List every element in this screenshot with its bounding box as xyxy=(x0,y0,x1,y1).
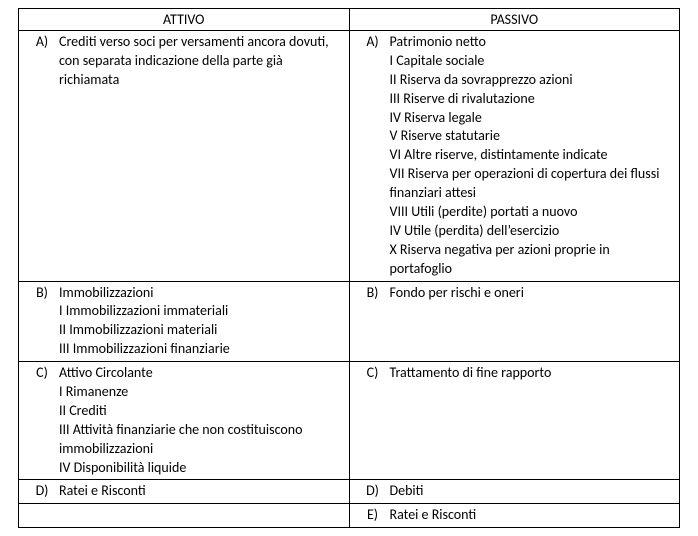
attivo-cell xyxy=(19,504,350,528)
content-line: II Immobilizzazioni materiali xyxy=(59,321,339,340)
content-line: IV Utile (perdita) dell’esercizio xyxy=(390,222,670,241)
passivo-cell: B)Fondo per rischi e oneri xyxy=(349,281,680,362)
content-line: III Immobilizzazioni finanziarie xyxy=(59,340,339,359)
table-row: D)Ratei e RiscontiD)Debiti xyxy=(19,480,680,504)
attivo-entry: B)ImmobilizzazioniI Immobilizzazioni imm… xyxy=(25,284,343,360)
content-line: Fondo per rischi e oneri xyxy=(390,284,670,303)
section-content: Crediti verso soci per versamenti ancora… xyxy=(59,33,343,90)
passivo-cell: A)Patrimonio nettoI Capitale socialeII R… xyxy=(349,31,680,282)
table-header-row: ATTIVO PASSIVO xyxy=(19,9,680,31)
content-line: X Riserva negativa per azioni proprie in… xyxy=(390,241,670,279)
passivo-cell: E)Ratei e Risconti xyxy=(349,504,680,528)
section-content: ImmobilizzazioniI Immobilizzazioni immat… xyxy=(59,284,343,360)
col-header-attivo: ATTIVO xyxy=(19,9,350,31)
content-line: Crediti verso soci per versamenti ancora… xyxy=(59,33,339,90)
content-line: VIII Utili (perdite) portati a nuovo xyxy=(390,203,670,222)
content-line: III Attività finanziarie che non costitu… xyxy=(59,421,339,459)
section-content: Ratei e Risconti xyxy=(390,506,674,525)
passivo-entry: E)Ratei e Risconti xyxy=(356,506,674,525)
passivo-entry: D)Debiti xyxy=(356,482,674,501)
attivo-cell: A)Crediti verso soci per versamenti anco… xyxy=(19,31,350,282)
content-line: VII Riserva per operazioni di copertura … xyxy=(390,165,670,203)
passivo-entry: B)Fondo per rischi e oneri xyxy=(356,284,674,303)
content-line: Ratei e Risconti xyxy=(390,506,670,525)
content-line: Immobilizzazioni xyxy=(59,284,339,303)
balance-sheet-schema: ATTIVO PASSIVO A)Crediti verso soci per … xyxy=(0,0,698,536)
attivo-entry: D)Ratei e Risconti xyxy=(25,482,343,501)
table-body: A)Crediti verso soci per versamenti anco… xyxy=(19,31,680,528)
section-marker: B) xyxy=(25,284,59,301)
content-line: I Immobilizzazioni immateriali xyxy=(59,302,339,321)
content-line: Ratei e Risconti xyxy=(59,482,339,501)
table-row: C)Attivo CircolanteI RimanenzeII Crediti… xyxy=(19,362,680,480)
section-marker: A) xyxy=(25,33,59,50)
content-line: I Capitale sociale xyxy=(390,52,670,71)
section-content: Patrimonio nettoI Capitale socialeII Ris… xyxy=(390,33,674,279)
attivo-entry: A)Crediti verso soci per versamenti anco… xyxy=(25,33,343,90)
section-marker: A) xyxy=(356,33,390,50)
section-marker: C) xyxy=(356,364,390,381)
content-line: VI Altre riserve, distintamente indicate xyxy=(390,146,670,165)
section-marker: D) xyxy=(356,482,390,499)
attivo-cell: D)Ratei e Risconti xyxy=(19,480,350,504)
content-line: IV Riserva legale xyxy=(390,109,670,128)
content-line: V Riserve statutarie xyxy=(390,127,670,146)
attivo-cell: B)ImmobilizzazioniI Immobilizzazioni imm… xyxy=(19,281,350,362)
content-line: II Crediti xyxy=(59,402,339,421)
balance-table: ATTIVO PASSIVO A)Crediti verso soci per … xyxy=(18,8,680,528)
passivo-entry: A)Patrimonio nettoI Capitale socialeII R… xyxy=(356,33,674,279)
content-line: Patrimonio netto xyxy=(390,33,670,52)
attivo-entry: C)Attivo CircolanteI RimanenzeII Crediti… xyxy=(25,364,343,477)
passivo-entry: C)Trattamento di fine rapporto xyxy=(356,364,674,383)
attivo-cell: C)Attivo CircolanteI RimanenzeII Crediti… xyxy=(19,362,350,480)
passivo-cell: C)Trattamento di fine rapporto xyxy=(349,362,680,480)
table-row: A)Crediti verso soci per versamenti anco… xyxy=(19,31,680,282)
table-row: B)ImmobilizzazioniI Immobilizzazioni imm… xyxy=(19,281,680,362)
content-line: Attivo Circolante xyxy=(59,364,339,383)
section-marker: C) xyxy=(25,364,59,381)
section-content: Debiti xyxy=(390,482,674,501)
content-line: III Riserve di rivalutazione xyxy=(390,90,670,109)
content-line: Debiti xyxy=(390,482,670,501)
section-marker: D) xyxy=(25,482,59,499)
table-row: E)Ratei e Risconti xyxy=(19,504,680,528)
section-content: Fondo per rischi e oneri xyxy=(390,284,674,303)
content-line: IV Disponibilità liquide xyxy=(59,459,339,478)
content-line: I Rimanenze xyxy=(59,383,339,402)
section-content: Attivo CircolanteI RimanenzeII CreditiII… xyxy=(59,364,343,477)
section-marker: E) xyxy=(356,506,390,523)
col-header-passivo: PASSIVO xyxy=(349,9,680,31)
passivo-cell: D)Debiti xyxy=(349,480,680,504)
section-content: Ratei e Risconti xyxy=(59,482,343,501)
content-line: Trattamento di fine rapporto xyxy=(390,364,670,383)
section-marker: B) xyxy=(356,284,390,301)
content-line: II Riserva da sovrapprezzo azioni xyxy=(390,71,670,90)
section-content: Trattamento di fine rapporto xyxy=(390,364,674,383)
